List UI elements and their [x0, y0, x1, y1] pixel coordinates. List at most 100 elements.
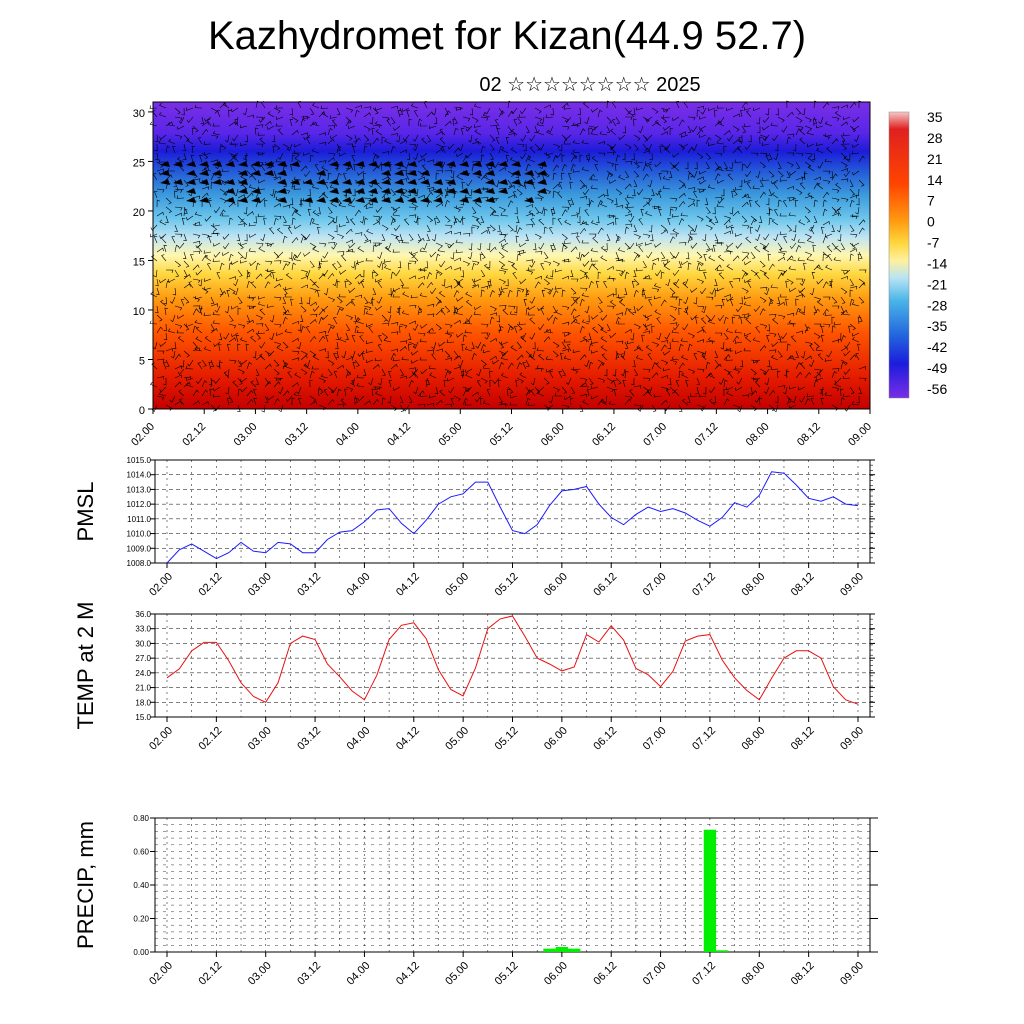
x-tick-label: 03.00 — [232, 421, 260, 449]
x-tick-label: 05.12 — [488, 421, 516, 449]
temp-y-tick-label: 15.0 — [135, 713, 151, 722]
colorbar-label: 0 — [927, 214, 935, 230]
precip-y-tick-label: 0.80 — [133, 814, 149, 823]
temp-x-tick-label: 08.00 — [739, 725, 767, 753]
pmsl-x-tick-label: 03.12 — [295, 571, 323, 599]
x-tick-label: 08.00 — [744, 421, 772, 449]
colorbar-label: -35 — [927, 318, 947, 334]
colorbar-label: -49 — [927, 360, 947, 376]
colorbar-label: -42 — [927, 339, 947, 355]
pmsl-y-tick-label: 1015.0 — [127, 456, 152, 465]
precip-x-tick-label: 03.00 — [246, 960, 274, 988]
temp-x-tick-label: 04.00 — [345, 725, 373, 753]
colorbar-label: 28 — [927, 130, 943, 146]
precip-x-tick-label: 02.12 — [197, 960, 225, 988]
temp-x-tick-label: 05.00 — [443, 725, 471, 753]
precip-x-tick-label: 06.00 — [542, 960, 570, 988]
x-tick-label: 06.12 — [590, 421, 618, 449]
temp-x-tick-label: 06.00 — [542, 725, 570, 753]
colorbar-label: 21 — [927, 151, 943, 167]
pmsl-y-tick-label: 1011.0 — [127, 515, 151, 524]
pmsl-x-tick-label: 05.12 — [493, 571, 521, 599]
precip-axis-label: PRECIP, mm — [73, 821, 98, 949]
pmsl-x-tick-label: 02.00 — [147, 571, 175, 599]
pmsl-y-tick-label: 1010.0 — [127, 530, 152, 539]
precip-y-tick-label: 0.60 — [133, 848, 149, 857]
precip-bar — [703, 829, 717, 952]
pmsl-x-tick-label: 04.12 — [394, 571, 422, 599]
temp-y-tick-label: 36.0 — [135, 610, 151, 619]
temp-x-tick-label: 02.00 — [147, 725, 175, 753]
temp-y-tick-label: 33.0 — [135, 625, 151, 634]
y-tick-label: 15 — [133, 256, 145, 268]
precip-x-tick-label: 07.12 — [690, 960, 718, 988]
precip-bar — [555, 946, 569, 952]
precip-y-tick-label: 0.20 — [133, 915, 149, 924]
x-tick-label: 04.12 — [385, 421, 413, 449]
temp-y-tick-label: 18.0 — [135, 698, 151, 707]
colorbar-label: -28 — [927, 297, 947, 313]
temp-x-tick-label: 07.00 — [641, 725, 669, 753]
precip-bar — [716, 950, 729, 952]
precip-x-tick-label: 06.12 — [591, 960, 619, 988]
pmsl-y-tick-label: 1008.0 — [127, 559, 152, 568]
pmsl-x-tick-label: 06.12 — [591, 571, 619, 599]
pmsl-x-tick-label: 08.12 — [789, 571, 817, 599]
temp-x-tick-label: 04.12 — [394, 725, 422, 753]
x-tick-label: 06.00 — [539, 421, 567, 449]
precip-bar — [543, 948, 556, 952]
precip-x-tick-label: 04.00 — [345, 960, 373, 988]
pmsl-axis-label: PMSL — [73, 482, 98, 542]
wind-barbs — [149, 100, 867, 413]
precip-x-tick-label: 04.12 — [394, 960, 422, 988]
precip-x-tick-label: 08.12 — [789, 960, 817, 988]
precip-x-tick-label: 05.12 — [493, 960, 521, 988]
precip-x-tick-label: 07.00 — [641, 960, 669, 988]
pmsl-x-tick-label: 08.00 — [739, 571, 767, 599]
x-tick-label: 07.12 — [693, 421, 721, 449]
pmsl-x-tick-label: 09.00 — [838, 571, 866, 599]
pmsl-x-tick-label: 05.00 — [443, 571, 471, 599]
precip-y-tick-label: 0.00 — [133, 948, 149, 957]
temp-x-tick-label: 02.12 — [197, 725, 225, 753]
y-tick-label: 25 — [133, 157, 145, 169]
y-tick-label: 0 — [139, 405, 145, 417]
precip-bar — [568, 948, 581, 952]
pmsl-frame — [154, 459, 871, 564]
x-tick-label: 02.12 — [180, 421, 208, 449]
colorbar-label: -21 — [927, 276, 947, 292]
pmsl-y-tick-label: 1014.0 — [127, 471, 152, 480]
pmsl-x-tick-label: 07.12 — [690, 571, 718, 599]
colorbar-label: -56 — [927, 381, 947, 397]
precip-x-tick-label: 02.00 — [147, 960, 175, 988]
temp-y-tick-label: 30.0 — [135, 639, 151, 648]
chart-subtitle: 02 ☆☆☆☆☆☆☆☆ 2025 — [479, 74, 701, 96]
colorbar-label: 14 — [927, 172, 943, 188]
precip-x-tick-label: 05.00 — [443, 960, 471, 988]
temp-x-tick-label: 09.00 — [838, 725, 866, 753]
x-tick-label: 09.00 — [846, 421, 874, 449]
pmsl-x-tick-label: 07.00 — [641, 571, 669, 599]
precip-x-tick-label: 03.12 — [295, 960, 323, 988]
pmsl-series-line — [166, 471, 859, 564]
x-tick-label: 08.12 — [795, 421, 823, 449]
temp-x-tick-label: 03.00 — [246, 725, 274, 753]
precip-y-tick-label: 0.40 — [133, 881, 149, 890]
pmsl-y-tick-label: 1012.0 — [127, 500, 152, 509]
temp-y-tick-label: 27.0 — [135, 654, 151, 663]
colorbar — [888, 111, 910, 399]
pmsl-x-tick-label: 06.00 — [542, 571, 570, 599]
colorbar-label: 35 — [927, 109, 943, 125]
pmsl-x-tick-label: 04.00 — [345, 571, 373, 599]
pmsl-y-tick-label: 1013.0 — [127, 485, 152, 494]
y-tick-label: 5 — [139, 355, 145, 367]
temp-frame — [154, 613, 871, 718]
temp-y-tick-label: 24.0 — [135, 669, 151, 678]
colorbar-label: -14 — [927, 255, 947, 271]
temp-x-tick-label: 07.12 — [690, 725, 718, 753]
wind-pennants — [160, 161, 547, 203]
temp-x-tick-label: 05.12 — [493, 725, 521, 753]
pmsl-x-tick-label: 02.12 — [197, 571, 225, 599]
x-tick-label: 04.00 — [334, 421, 362, 449]
